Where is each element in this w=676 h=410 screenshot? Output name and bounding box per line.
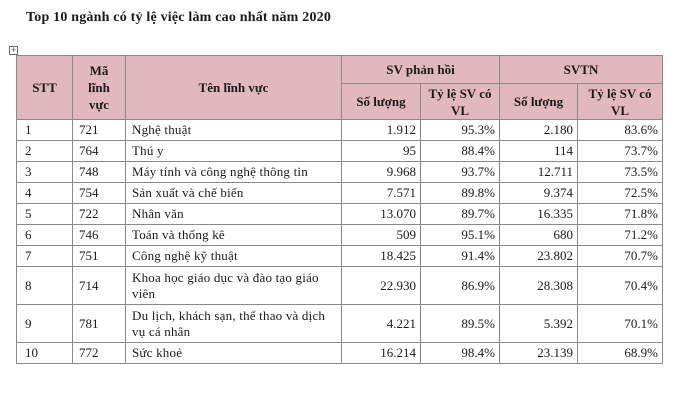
cell-ten: Công nghệ kỹ thuật [125, 245, 342, 267]
cell-stt: 3 [16, 161, 73, 183]
header-svtn: SVTN [499, 55, 664, 84]
cell-so-luong-phan-hoi: 16.214 [341, 342, 421, 364]
header-stt: STT [16, 55, 73, 120]
cell-ty-le-phan-hoi: 89.7% [419, 203, 501, 225]
header-sv-phan-hoi: SV phản hồi [340, 55, 501, 84]
cell-so-luong-svtn: 9.374 [499, 182, 579, 204]
cell-ten: Thú y [125, 140, 342, 162]
cell-ma: 751 [72, 245, 126, 267]
cell-ma: 754 [72, 182, 126, 204]
cell-stt: 10 [16, 342, 73, 364]
cell-ty-le-phan-hoi: 95.3% [419, 119, 501, 141]
cell-ty-le-phan-hoi: 91.4% [419, 245, 501, 267]
cell-so-luong-phan-hoi: 1.912 [341, 119, 421, 141]
header-ty-le-phan-hoi: Tỷ lệ SV có VL [419, 83, 501, 120]
cell-ty-le-phan-hoi: 98.4% [419, 342, 501, 364]
cell-ten: Sản xuất và chế biến [125, 182, 342, 204]
cell-ty-le-svtn: 83.6% [577, 119, 664, 141]
cell-so-luong-svtn: 23.802 [499, 245, 579, 267]
cell-ty-le-svtn: 70.4% [577, 266, 664, 305]
table-row: 1 721 Nghệ thuật 1.912 95.3% 2.180 83.6% [16, 119, 664, 141]
cell-so-luong-phan-hoi: 13.070 [341, 203, 421, 225]
header-ten-linh-vuc: Tên lĩnh vực [125, 55, 342, 120]
cell-so-luong-phan-hoi: 7.571 [341, 182, 421, 204]
table-row: 8 714 Khoa học giáo dục và đào tạo giáo … [16, 266, 664, 305]
header-ty-le-svtn: Tỷ lệ SV có VL [577, 83, 664, 120]
cell-ty-le-svtn: 71.8% [577, 203, 664, 225]
cell-stt: 1 [16, 119, 73, 141]
cell-ty-le-svtn: 70.7% [577, 245, 664, 267]
cell-ma: 714 [72, 266, 126, 305]
cell-so-luong-svtn: 114 [499, 140, 579, 162]
cell-so-luong-svtn: 23.139 [499, 342, 579, 364]
table-row: 4 754 Sản xuất và chế biến 7.571 89.8% 9… [16, 182, 664, 204]
cell-ten: Nhân văn [125, 203, 342, 225]
cell-ty-le-phan-hoi: 89.5% [419, 304, 501, 343]
cell-ma: 746 [72, 224, 126, 246]
cell-ty-le-phan-hoi: 89.8% [419, 182, 501, 204]
table-move-handle-icon[interactable]: + [9, 46, 18, 55]
cell-stt: 5 [16, 203, 73, 225]
cell-ty-le-svtn: 71.2% [577, 224, 664, 246]
cell-ma: 772 [72, 342, 126, 364]
cell-ty-le-svtn: 68.9% [577, 342, 664, 364]
cell-so-luong-svtn: 2.180 [499, 119, 579, 141]
cell-ma: 764 [72, 140, 126, 162]
cell-ty-le-phan-hoi: 93.7% [419, 161, 501, 183]
cell-so-luong-phan-hoi: 95 [341, 140, 421, 162]
cell-so-luong-phan-hoi: 9.968 [341, 161, 421, 183]
cell-ty-le-phan-hoi: 88.4% [419, 140, 501, 162]
cell-so-luong-phan-hoi: 509 [341, 224, 421, 246]
cell-ten: Sức khoẻ [125, 342, 342, 364]
cell-so-luong-phan-hoi: 18.425 [341, 245, 421, 267]
cell-ma: 722 [72, 203, 126, 225]
cell-ty-le-phan-hoi: 95.1% [419, 224, 501, 246]
table-row: 2 764 Thú y 95 88.4% 114 73.7% [16, 140, 664, 162]
cell-stt: 6 [16, 224, 73, 246]
cell-stt: 7 [16, 245, 73, 267]
cell-so-luong-phan-hoi: 4.221 [341, 304, 421, 343]
page-title: Top 10 ngành có tỷ lệ việc làm cao nhất … [26, 10, 332, 25]
table-row: 10 772 Sức khoẻ 16.214 98.4% 23.139 68.9… [16, 342, 664, 364]
cell-ma: 721 [72, 119, 126, 141]
cell-ten: Khoa học giáo dục và đào tạo giáo viên [125, 266, 342, 305]
cell-ten: Du lịch, khách sạn, thể thao và dịch vụ … [125, 304, 342, 343]
cell-stt: 8 [16, 266, 73, 305]
cell-ty-le-svtn: 72.5% [577, 182, 664, 204]
cell-so-luong-svtn: 5.392 [499, 304, 579, 343]
cell-stt: 9 [16, 304, 73, 343]
table-row: 3 748 Máy tính và công nghệ thông tin 9.… [16, 161, 664, 183]
cell-ma: 748 [72, 161, 126, 183]
cell-ty-le-svtn: 73.5% [577, 161, 664, 183]
header-so-luong-phan-hoi: Số lượng [341, 83, 421, 120]
table-row: 9 781 Du lịch, khách sạn, thể thao và dị… [16, 304, 664, 343]
cell-ty-le-phan-hoi: 86.9% [419, 266, 501, 305]
table-row: 5 722 Nhân văn 13.070 89.7% 16.335 71.8% [16, 203, 664, 225]
cell-ty-le-svtn: 73.7% [577, 140, 664, 162]
cell-ten: Nghệ thuật [125, 119, 342, 141]
employment-rate-table: STT Mã lĩnh vực Tên lĩnh vực SV phản hồi… [16, 55, 664, 364]
cell-stt: 2 [16, 140, 73, 162]
cell-so-luong-svtn: 16.335 [499, 203, 579, 225]
cell-ma: 781 [72, 304, 126, 343]
header-ma-linh-vuc: Mã lĩnh vực [72, 55, 126, 120]
cell-so-luong-svtn: 680 [499, 224, 579, 246]
cell-ten: Toán và thống kê [125, 224, 342, 246]
cell-so-luong-svtn: 12.711 [499, 161, 579, 183]
cell-ten: Máy tính và công nghệ thông tin [125, 161, 342, 183]
table-row: 6 746 Toán và thống kê 509 95.1% 680 71.… [16, 224, 664, 246]
cell-so-luong-phan-hoi: 22.930 [341, 266, 421, 305]
cell-so-luong-svtn: 28.308 [499, 266, 579, 305]
table-row: 7 751 Công nghệ kỹ thuật 18.425 91.4% 23… [16, 245, 664, 267]
cell-stt: 4 [16, 182, 73, 204]
header-so-luong-svtn: Số lượng [499, 83, 579, 120]
cell-ty-le-svtn: 70.1% [577, 304, 664, 343]
